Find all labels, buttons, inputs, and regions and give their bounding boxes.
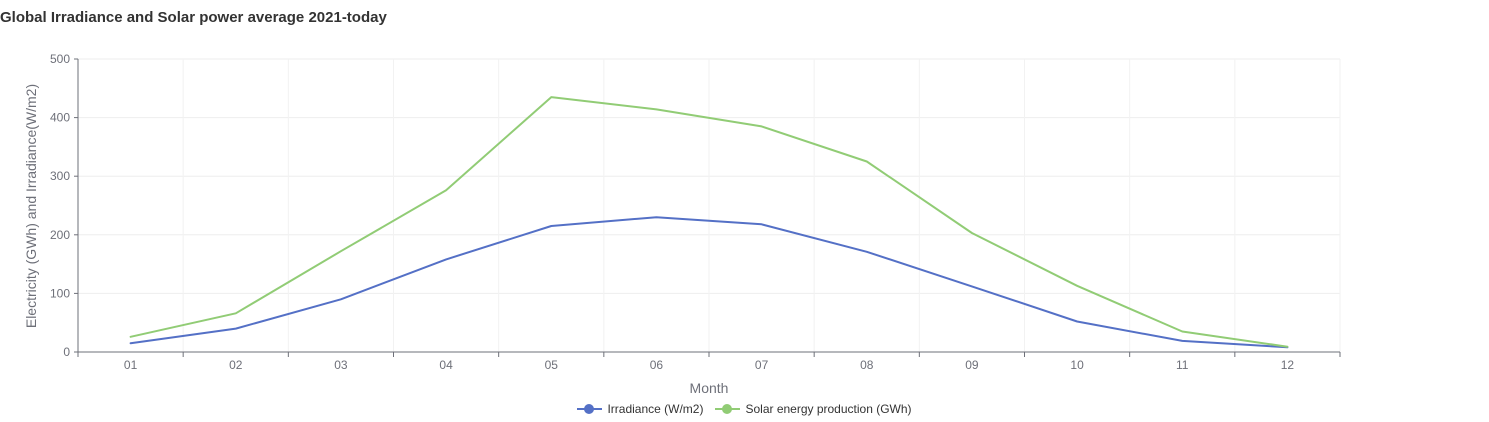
x-tick-label: 02 [229,358,243,372]
series-line-solar-energy [129,96,1289,348]
y-tick-label: 500 [50,52,70,66]
grid-lines [78,58,1341,352]
y-tick-label: 0 [63,345,70,359]
x-tick-label: 05 [545,358,559,372]
legend-item-irradiance[interactable]: Irradiance (W/m2) [577,402,703,416]
axes [74,58,1341,357]
x-tick-label: 10 [1070,358,1084,372]
legend-item-solar-energy[interactable]: Solar energy production (GWh) [715,402,912,416]
y-tick-label: 300 [50,169,70,183]
y-axis-title: Electricity (GWh) and Irradiance(W/m2) [23,84,39,328]
line-chart: 0 100 200 300 400 500 01 02 03 04 05 06 07 08 09 10 11 1… [23,52,1341,396]
legend-swatch-irradiance [577,402,603,416]
x-tick-label: 03 [334,358,348,372]
legend-label-solar-energy: Solar energy production (GWh) [745,402,912,416]
legend-label-irradiance: Irradiance (W/m2) [607,402,704,416]
x-axis-title: Month [690,380,729,396]
legend: Irradiance (W/m2) Solar energy productio… [0,400,1489,418]
x-axis-tick-labels: 01 02 03 04 05 06 07 08 09 10 11 12 [124,358,1295,372]
y-axis-tick-labels: 0 100 200 300 400 500 [50,52,70,359]
legend-swatch-solar-energy [715,402,741,416]
x-tick-label: 07 [755,358,769,372]
x-tick-label: 12 [1281,358,1295,372]
x-tick-label: 01 [124,358,138,372]
y-tick-label: 400 [50,111,70,125]
series-lines [129,96,1289,349]
chart-title: Global Irradiance and Solar power averag… [0,9,387,26]
x-tick-label: 09 [965,358,979,372]
series-line-irradiance [129,216,1289,349]
y-tick-label: 100 [50,286,70,300]
x-tick-label: 08 [860,358,874,372]
y-tick-label: 200 [50,228,70,242]
x-tick-label: 06 [650,358,664,372]
x-tick-label: 04 [439,358,453,372]
x-tick-label: 11 [1176,358,1189,372]
